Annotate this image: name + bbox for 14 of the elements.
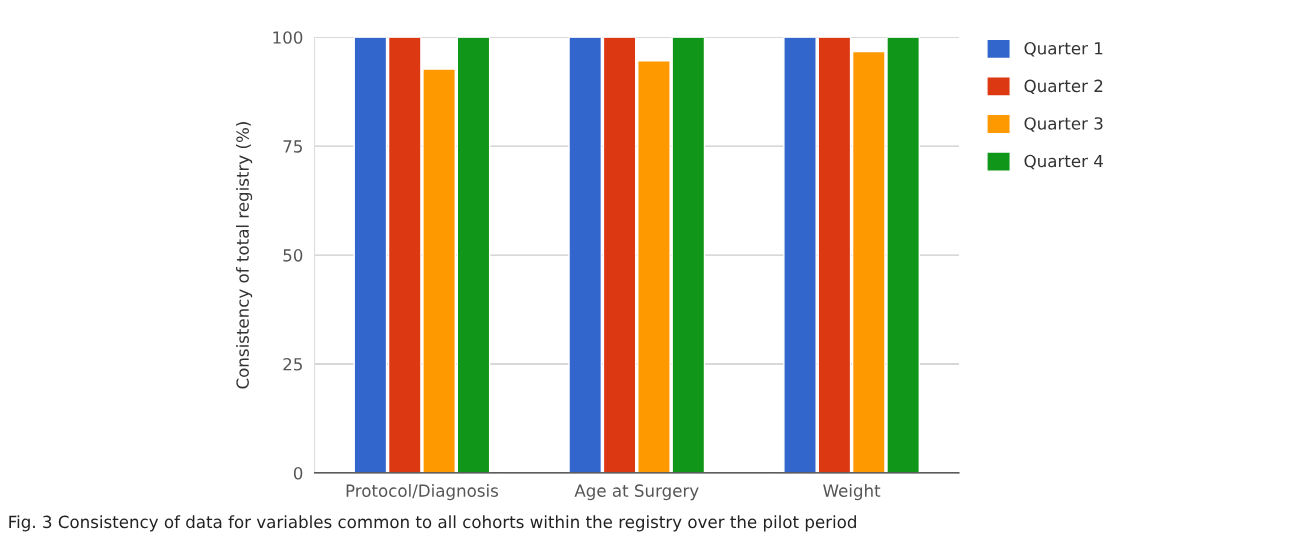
x-tick-label: Protocol/Diagnosis [346, 484, 499, 501]
caption: Fig. 3 Consistency of data for variables common to all cohorts within the registry over the pilot period [9, 515, 856, 532]
x-tick-label: Age at Surgery [574, 484, 699, 501]
x-tick-label: Weight [823, 484, 881, 501]
y-tick-label: 0 [293, 466, 303, 480]
legend-label: Quarter 3 [1024, 117, 1103, 132]
y-axis-title: Consistency of total registry (%) [236, 122, 253, 389]
legend-label: Quarter 1 [1024, 41, 1103, 57]
y-tick-label: 25 [283, 357, 302, 371]
y-tick-label: 50 [283, 249, 303, 262]
y-tick-label: 75 [283, 140, 302, 153]
legend-label: Quarter 2 [1024, 79, 1103, 95]
legend-label: Quarter 4 [1024, 154, 1103, 170]
y-tick-label: 100 [273, 31, 303, 44]
